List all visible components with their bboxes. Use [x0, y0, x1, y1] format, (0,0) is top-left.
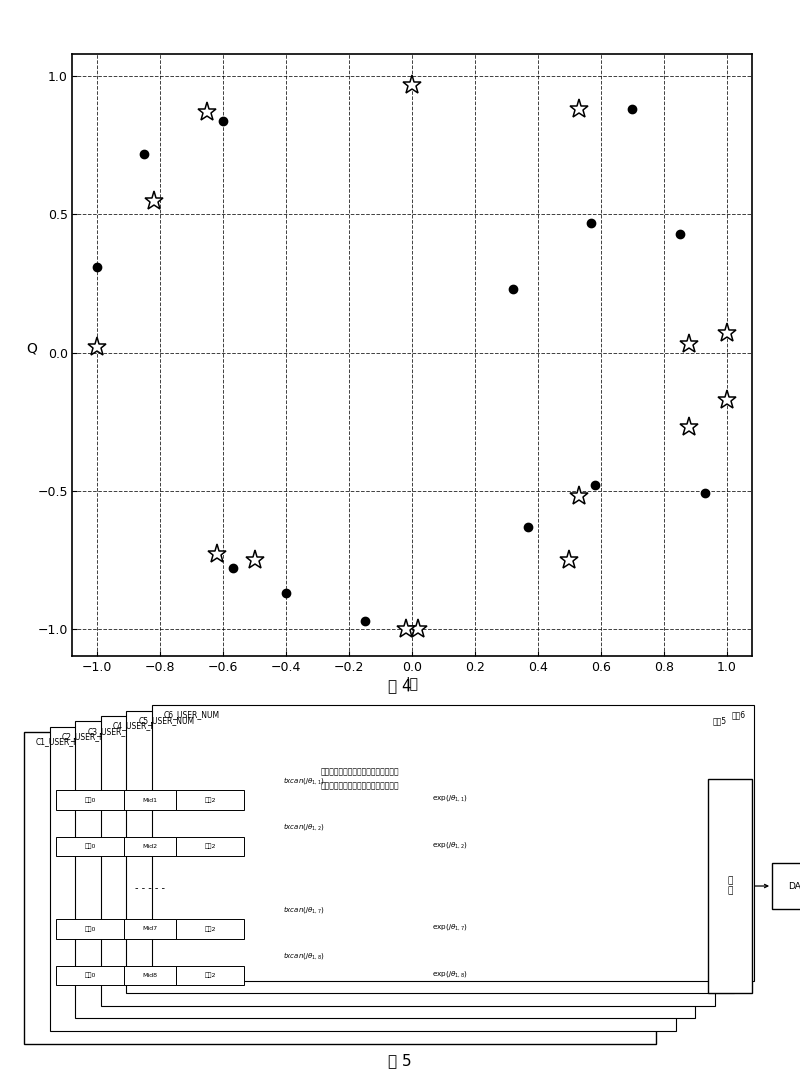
Text: 数据0: 数据0 — [84, 797, 96, 803]
Bar — [176, 790, 244, 809]
Text: C3_USER_NUM: C3_USER_NUM — [87, 727, 143, 736]
Text: $txcan(j\theta_{1,1})$: $txcan(j\theta_{1,1})$ — [283, 775, 325, 786]
Text: $\exp(j\theta_{1,8})$: $\exp(j\theta_{1,8})$ — [432, 969, 468, 979]
Bar — [124, 966, 176, 985]
Text: 图 5: 图 5 — [388, 1054, 412, 1069]
Text: 载波1: 载波1 — [634, 738, 648, 746]
Text: - - - - -: - - - - - — [135, 883, 165, 893]
Text: 载波6: 载波6 — [732, 711, 746, 719]
X-axis label: |路: |路 — [406, 676, 418, 691]
Bar — [101, 716, 715, 1006]
Bar — [56, 966, 124, 985]
Y-axis label: Q: Q — [26, 342, 38, 356]
Bar — [56, 790, 124, 809]
Text: DAC: DAC — [789, 881, 800, 891]
Text: 数据0: 数据0 — [84, 844, 96, 850]
Bar — [75, 722, 695, 1019]
Text: 载波5: 载波5 — [712, 716, 726, 725]
Bar — [176, 966, 244, 985]
Bar — [50, 727, 675, 1031]
Text: 数据2: 数据2 — [204, 797, 216, 803]
Text: $\exp(j\theta_{1,1})$: $\exp(j\theta_{1,1})$ — [432, 793, 468, 803]
Bar — [124, 790, 176, 809]
Text: Mid1: Mid1 — [142, 797, 158, 803]
Text: C2_USER_NUM: C2_USER_NUM — [62, 732, 118, 741]
Text: C4_USER_NUM: C4_USER_NUM — [113, 722, 169, 730]
Bar — [124, 919, 176, 939]
Bar — [176, 919, 244, 939]
Text: Mid7: Mid7 — [142, 927, 158, 932]
Text: $txcan(j\theta_{1,7})$: $txcan(j\theta_{1,7})$ — [283, 904, 325, 915]
Text: 载波3: 载波3 — [673, 727, 687, 736]
Bar — [56, 919, 124, 939]
Text: 数据0: 数据0 — [84, 973, 96, 979]
Text: $\exp(j\theta_{1,7})$: $\exp(j\theta_{1,7})$ — [432, 922, 468, 932]
Bar — [772, 863, 800, 909]
Bar — [176, 837, 244, 856]
Bar — [24, 732, 656, 1044]
Bar — [56, 837, 124, 856]
Text: $txcan(j\theta_{1,2})$: $txcan(j\theta_{1,2})$ — [283, 821, 325, 832]
Text: C5_USER_NUM: C5_USER_NUM — [138, 716, 194, 725]
Text: Mid8: Mid8 — [142, 973, 158, 978]
Text: 存储在本载波内的非线性相位旋转因子: 存储在本载波内的非线性相位旋转因子 — [321, 781, 399, 790]
Text: Mid2: Mid2 — [142, 844, 158, 850]
Text: 叠
加: 叠 加 — [727, 877, 733, 896]
Bar — [126, 711, 734, 994]
Bar — [708, 779, 752, 994]
Circle shape — [530, 914, 582, 936]
Text: 载波4: 载波4 — [693, 722, 707, 730]
Text: $\exp(j\theta_{1,2})$: $\exp(j\theta_{1,2})$ — [432, 840, 468, 850]
Text: 数据2: 数据2 — [204, 927, 216, 932]
Text: C6_USER_NUM: C6_USER_NUM — [164, 711, 220, 719]
Bar — [452, 868, 516, 896]
Text: 数据2: 数据2 — [204, 973, 216, 979]
Text: 图 4: 图 4 — [388, 678, 412, 693]
Bar — [124, 837, 176, 856]
Bar — [152, 705, 754, 981]
Text: 载波2: 载波2 — [654, 732, 667, 741]
Text: C1_USER_NUM: C1_USER_NUM — [36, 738, 92, 746]
Text: 根据当前时隙，本载波内的用户数选择: 根据当前时隙，本载波内的用户数选择 — [321, 767, 399, 776]
Text: $txcan(j\theta_{1,8})$: $txcan(j\theta_{1,8})$ — [283, 950, 325, 961]
Text: 数据2: 数据2 — [204, 844, 216, 850]
Text: 数据0: 数据0 — [84, 927, 96, 932]
